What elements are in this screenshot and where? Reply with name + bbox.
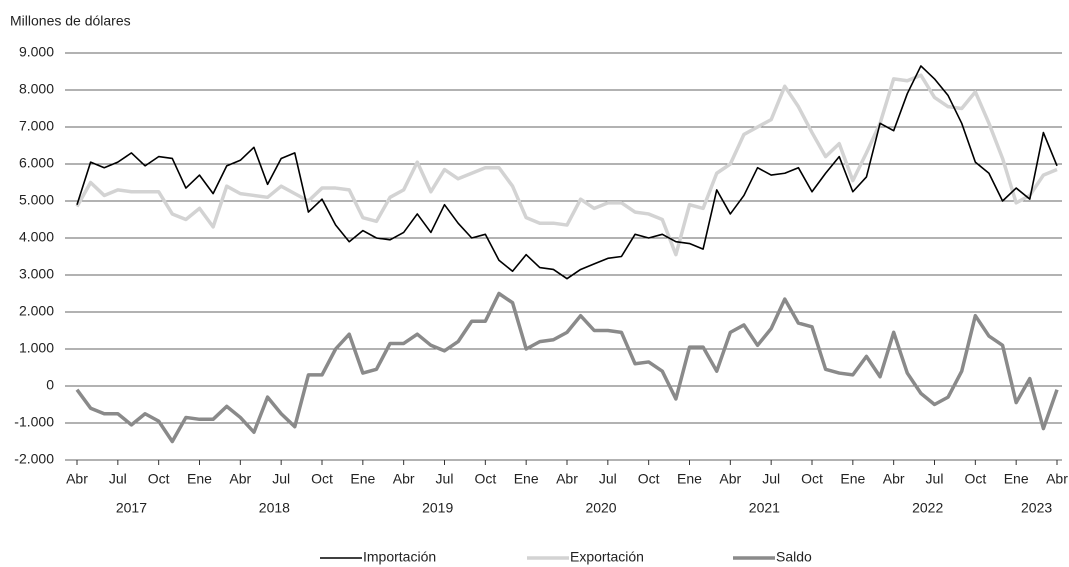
y-tick-label: 0 xyxy=(46,377,54,393)
legend-label: Importación xyxy=(363,549,436,565)
x-tick-label: Jul xyxy=(436,471,454,487)
x-tick-label: Oct xyxy=(638,471,660,487)
x-tick-label: Oct xyxy=(474,471,496,487)
year-label: 2022 xyxy=(912,500,943,516)
y-tick-label: -1.000 xyxy=(14,414,54,430)
year-label: 2023 xyxy=(1021,500,1052,516)
x-tick-label: Ene xyxy=(350,471,375,487)
y-tick-label: 3.000 xyxy=(19,266,54,282)
x-tick-label: Abr xyxy=(1046,471,1068,487)
year-label: 2021 xyxy=(749,500,780,516)
y-tick-label: 6.000 xyxy=(19,155,54,171)
series-line xyxy=(76,65,1058,280)
y-tick-label: 7.000 xyxy=(19,118,54,134)
y-tick-label: 8.000 xyxy=(19,81,54,97)
year-label: 2019 xyxy=(422,500,453,516)
x-tick-label: Oct xyxy=(964,471,986,487)
series-line xyxy=(75,291,1059,444)
x-tick-label: Oct xyxy=(311,471,333,487)
x-tick-label: Ene xyxy=(677,471,702,487)
x-tick-label: Oct xyxy=(801,471,823,487)
x-tick-label: Abr xyxy=(556,471,578,487)
y-tick-label: 4.000 xyxy=(19,229,54,245)
y-tick-label: 9.000 xyxy=(19,44,54,60)
x-tick-label: Jul xyxy=(599,471,617,487)
x-tick-label: Ene xyxy=(1004,471,1029,487)
x-tick-label: Abr xyxy=(229,471,251,487)
x-tick-label: Jul xyxy=(272,471,290,487)
x-tick-label: Ene xyxy=(514,471,539,487)
x-tick-label: Abr xyxy=(393,471,415,487)
year-label: 2017 xyxy=(116,500,147,516)
x-tick-label: Jul xyxy=(109,471,127,487)
y-tick-label: 1.000 xyxy=(19,340,54,356)
x-tick-label: Oct xyxy=(148,471,170,487)
x-tick-label: Abr xyxy=(719,471,741,487)
x-tick-label: Jul xyxy=(762,471,780,487)
x-tick-label: Abr xyxy=(883,471,905,487)
legend-label: Exportación xyxy=(570,549,644,565)
y-tick-label: -2.000 xyxy=(14,451,54,467)
x-tick-label: Ene xyxy=(840,471,865,487)
x-tick-label: Abr xyxy=(66,471,88,487)
year-label: 2018 xyxy=(259,500,290,516)
x-tick-label: Ene xyxy=(187,471,212,487)
x-tick-label: Jul xyxy=(926,471,944,487)
y-tick-label: 2.000 xyxy=(19,303,54,319)
y-tick-label: 5.000 xyxy=(19,192,54,208)
year-label: 2020 xyxy=(585,500,616,516)
legend-label: Saldo xyxy=(776,549,812,565)
y-axis-title: Millones de dólares xyxy=(10,13,131,29)
series-line xyxy=(75,73,1058,257)
